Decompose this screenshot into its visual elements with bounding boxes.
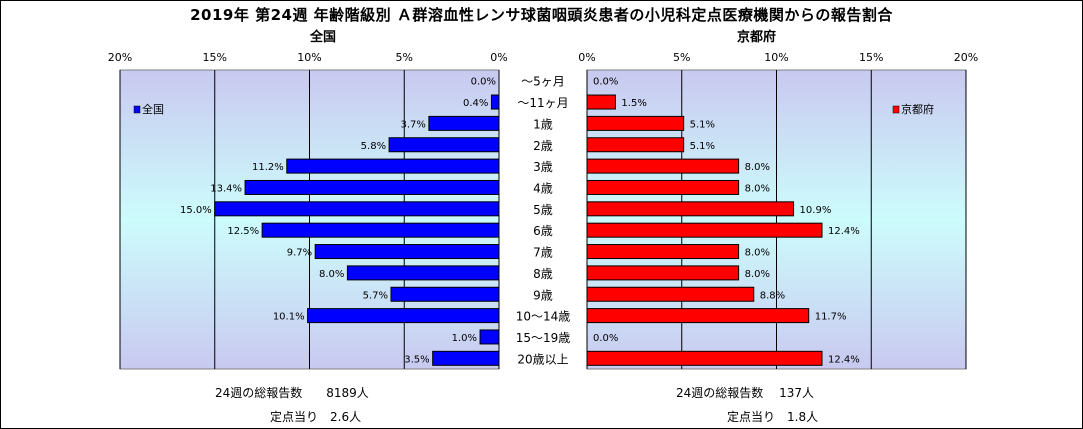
left-bar [490,94,500,110]
right-panel-label: 京都府 [737,30,777,45]
left-bar [214,201,500,217]
left-data-label: 5.8% [361,141,386,152]
right-data-label: 8.8% [760,290,785,301]
right-tick-label: 20% [954,51,978,64]
right-data-label: 8.0% [745,248,770,259]
right-bar [586,115,685,131]
category-label: 5歳 [533,203,553,217]
left-bar [390,286,500,302]
right-total-reports: 24週の総報告数 137人 [676,386,814,400]
left-bar [388,137,500,153]
right-data-label: 1.5% [621,98,646,109]
left-bar [307,308,500,324]
right-data-label: 11.7% [815,312,847,323]
category-label: 1歳 [533,117,553,131]
category-label: 8歳 [533,267,553,281]
left-data-label: 11.2% [252,162,284,173]
right-data-label: 8.0% [745,183,770,194]
category-label: 10～14歳 [516,310,571,324]
left-tick-label: 0% [490,51,507,64]
left-per-sentinel: 定点当り 2.6人 [270,410,362,424]
right-bar [586,201,795,217]
left-data-label: 9.7% [287,248,312,259]
right-data-label: 8.0% [745,269,770,280]
right-tick-label: 0% [578,51,595,64]
left-tick-label: 5% [396,51,413,64]
left-panel-label: 全国 [310,30,337,45]
right-per-sentinel: 定点当り 1.8人 [727,410,819,424]
left-total-reports: 24週の総報告数 8189人 [215,386,369,400]
right-tick-label: 15% [859,51,883,64]
category-label: ～5ヶ月 [521,75,565,89]
right-legend-swatch [892,105,900,114]
right-bar [586,94,616,110]
right-legend-label: 京都府 [901,102,934,116]
left-data-label: 10.1% [273,312,305,323]
right-bar [586,350,823,366]
left-legend-label: 全国 [142,102,164,116]
category-label: 15～19歳 [516,331,571,345]
right-bar [586,137,685,153]
left-tick-label: 20% [108,51,132,64]
category-label: 20歳以上 [517,352,568,366]
category-label: 4歳 [533,181,553,195]
category-label: 2歳 [533,139,553,153]
left-data-label: 3.7% [400,119,425,130]
left-data-label: 1.0% [452,333,477,344]
right-data-label: 0.0% [593,77,618,88]
left-bar [432,350,500,366]
left-legend-swatch [133,105,141,114]
right-bar [586,179,740,195]
left-bar [346,265,500,281]
left-bar [244,179,500,195]
right-data-label: 12.4% [828,226,860,237]
left-bar [314,244,500,260]
right-bar [586,222,823,238]
right-bar [586,286,755,302]
left-data-label: 13.4% [210,183,242,194]
right-tick-label: 5% [673,51,690,64]
right-bar [586,308,810,324]
category-label: 7歳 [533,246,553,260]
left-bar [479,329,500,345]
left-data-label: 0.4% [463,98,488,109]
left-data-label: 0.0% [471,77,496,88]
right-data-label: 5.1% [690,119,715,130]
right-data-label: 5.1% [690,141,715,152]
category-label: 6歳 [533,224,553,238]
left-data-label: 12.5% [227,226,259,237]
right-bar [586,158,740,174]
left-bar [286,158,500,174]
left-data-label: 15.0% [180,205,212,216]
left-bar [261,222,500,238]
right-tick-label: 10% [764,51,788,64]
left-tick-label: 10% [297,51,321,64]
left-data-label: 3.5% [404,354,429,365]
right-data-label: 8.0% [745,162,770,173]
left-bar [428,115,500,131]
right-bar [586,265,740,281]
chart-title: 2019年 第24週 年齢階級別 Ａ群溶血性レンサ球菌咽頭炎患者の小児科定点医療… [190,6,893,24]
category-label: 3歳 [533,160,553,174]
left-data-label: 8.0% [319,269,344,280]
category-label: ～11ヶ月 [517,96,568,110]
right-data-label: 12.4% [828,354,860,365]
right-bar [586,244,740,260]
category-label: 9歳 [533,288,553,302]
left-tick-label: 15% [203,51,227,64]
right-data-label: 10.9% [800,205,832,216]
left-data-label: 5.7% [363,290,388,301]
right-data-label: 0.0% [593,333,618,344]
